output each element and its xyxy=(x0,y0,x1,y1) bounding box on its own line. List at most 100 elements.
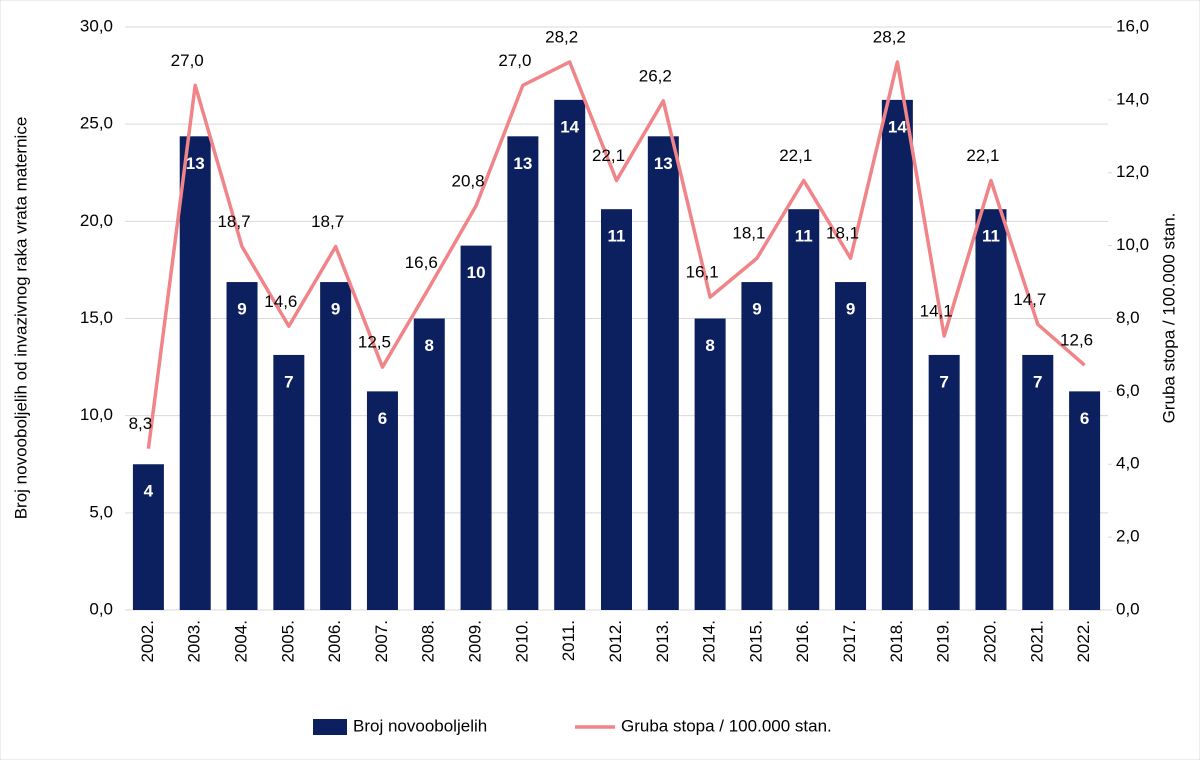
line-label: 8,3 xyxy=(129,414,153,433)
x-tick-label: 2022. xyxy=(1074,620,1093,663)
line-label: 27,0 xyxy=(171,51,204,70)
y2-tick-label: 2,0 xyxy=(1116,527,1140,546)
x-tick-label: 2013. xyxy=(653,620,672,663)
bar xyxy=(507,136,539,610)
y-tick-label: 10,0 xyxy=(80,405,113,424)
bar xyxy=(366,391,398,610)
x-tick-label: 2004. xyxy=(232,620,251,663)
x-tick-label: 2020. xyxy=(980,620,999,663)
y2-tick-label: 4,0 xyxy=(1116,454,1140,473)
x-tick-label: 2015. xyxy=(746,620,765,663)
bar-label: 14 xyxy=(888,117,907,136)
bar xyxy=(460,245,492,610)
bar-label: 14 xyxy=(560,117,579,136)
x-tick-label: 2010. xyxy=(512,620,531,663)
y2-tick-label: 8,0 xyxy=(1116,308,1140,327)
x-tick-label: 2003. xyxy=(185,620,204,663)
bar xyxy=(554,99,586,610)
bar xyxy=(132,464,164,610)
y-tick-label: 5,0 xyxy=(89,502,113,521)
y-tick-label: 0,0 xyxy=(89,599,113,618)
y2-axis-label: Gruba stopa / 100.000 stan. xyxy=(1159,213,1178,424)
bar-label: 7 xyxy=(284,372,293,391)
legend-swatch xyxy=(313,719,347,735)
bar-label: 8 xyxy=(425,336,434,355)
y2-tick-label: 14,0 xyxy=(1116,89,1149,108)
bar xyxy=(835,282,867,610)
x-tick-label: 2005. xyxy=(278,620,297,663)
line-label: 27,0 xyxy=(498,51,531,70)
y2-tick-label: 0,0 xyxy=(1116,599,1140,618)
y-tick-label: 25,0 xyxy=(80,114,113,133)
bar xyxy=(320,282,352,610)
bar xyxy=(788,209,820,610)
x-tick-label: 2011. xyxy=(559,620,578,661)
y-tick-label: 30,0 xyxy=(80,16,113,35)
bar-label: 13 xyxy=(186,154,205,173)
line-label: 18,1 xyxy=(826,224,859,243)
line-label: 14,7 xyxy=(1013,290,1046,309)
y2-tick-label: 6,0 xyxy=(1116,381,1140,400)
x-tick-label: 2002. xyxy=(138,620,157,663)
bar xyxy=(1022,354,1054,610)
bar-label: 9 xyxy=(752,300,761,319)
bar-label: 13 xyxy=(513,154,532,173)
bar-label: 7 xyxy=(939,372,948,391)
line-label: 28,2 xyxy=(545,27,578,46)
line-label: 22,1 xyxy=(966,146,999,165)
x-tick-label: 2007. xyxy=(372,620,391,663)
y2-tick-label: 10,0 xyxy=(1116,235,1149,254)
bar xyxy=(1069,391,1101,610)
bar xyxy=(975,209,1007,610)
bar-label: 6 xyxy=(378,409,387,428)
x-tick-label: 2006. xyxy=(325,620,344,663)
line-label: 14,6 xyxy=(264,292,297,311)
x-tick-label: 2012. xyxy=(606,620,625,663)
bar xyxy=(601,209,632,610)
line-label: 14,1 xyxy=(920,301,953,320)
line xyxy=(146,60,1086,449)
y-tick-label: 20,0 xyxy=(80,211,113,230)
line-label: 20,8 xyxy=(452,171,485,190)
bar xyxy=(226,282,258,610)
bar xyxy=(273,354,305,610)
line-label: 18,7 xyxy=(217,212,250,231)
line-label: 22,1 xyxy=(779,146,812,165)
bar-label: 11 xyxy=(982,227,1000,246)
bar-label: 11 xyxy=(608,227,626,246)
bar xyxy=(881,99,913,610)
x-tick-label: 2009. xyxy=(466,620,485,663)
bar-label: 13 xyxy=(654,154,673,173)
x-tick-label: 2017. xyxy=(840,620,859,663)
line-label: 16,6 xyxy=(405,253,438,272)
line-label: 16,1 xyxy=(686,263,719,282)
bar-label: 7 xyxy=(1033,372,1042,391)
line-label: 18,7 xyxy=(311,212,344,231)
bar-label: 8 xyxy=(705,336,714,355)
y2-tick-label: 12,0 xyxy=(1116,162,1149,181)
line-label: 22,1 xyxy=(592,146,625,165)
bar-label: 9 xyxy=(846,300,855,319)
x-tick-label: 2008. xyxy=(419,620,438,663)
legend-label: Gruba stopa / 100.000 stan. xyxy=(621,716,832,735)
bar xyxy=(694,318,726,610)
bar-label: 9 xyxy=(331,300,340,319)
y-tick-label: 15,0 xyxy=(80,308,113,327)
x-tick-label: 2019. xyxy=(934,620,953,663)
bar-label: 6 xyxy=(1080,409,1089,428)
y2-tick-label: 16,0 xyxy=(1116,16,1149,35)
bar xyxy=(741,282,773,610)
bar xyxy=(647,136,679,610)
y-axis-label: Broj novooboljelih od invazivnog raka vr… xyxy=(11,117,30,520)
bar xyxy=(179,136,211,610)
legend-label: Broj novooboljelih xyxy=(353,716,487,735)
x-tick-label: 2016. xyxy=(793,620,812,663)
bar-label: 11 xyxy=(795,227,813,246)
line-label: 28,2 xyxy=(873,27,906,46)
bar xyxy=(928,354,960,610)
x-tick-label: 2021. xyxy=(1027,620,1046,663)
bar-label: 9 xyxy=(237,300,246,319)
line-label: 18,1 xyxy=(732,224,765,243)
x-tick-label: 2018. xyxy=(887,620,906,663)
